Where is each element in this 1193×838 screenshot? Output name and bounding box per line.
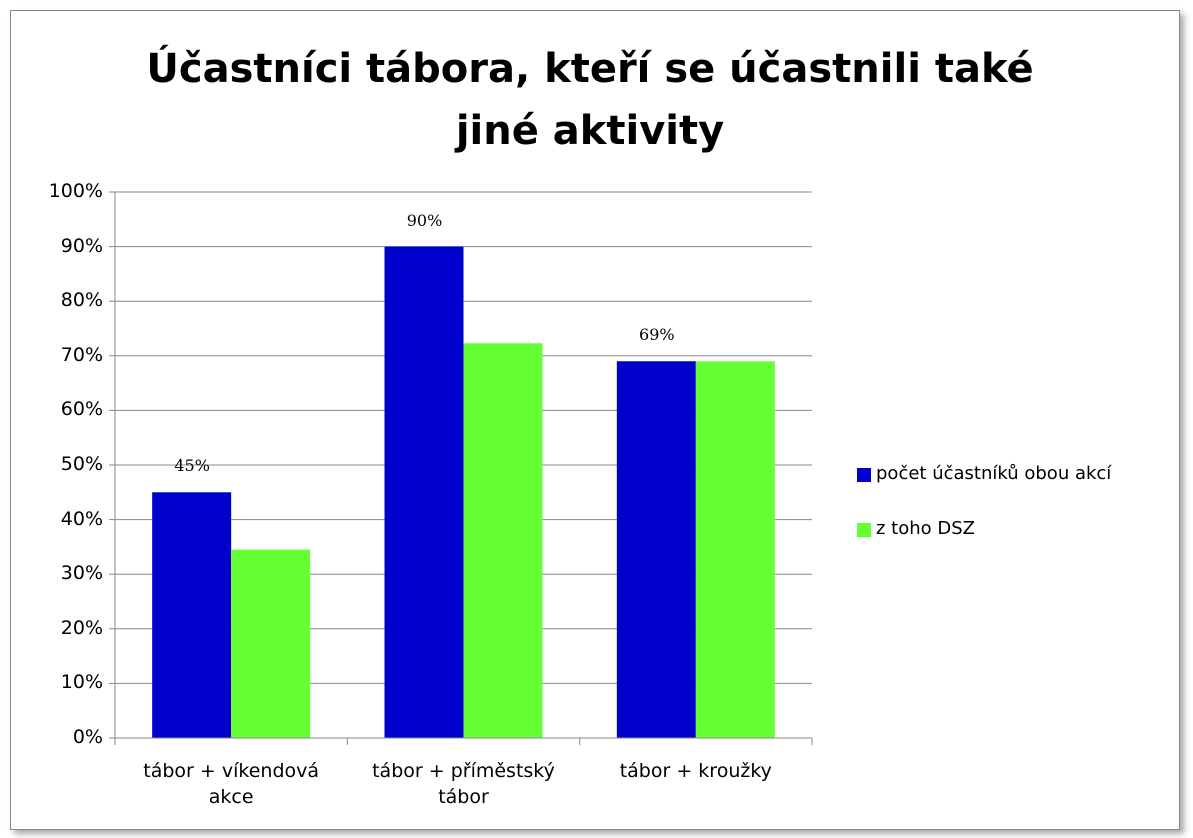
y-tick-label: 90%	[60, 234, 103, 257]
legend-swatch	[857, 468, 871, 482]
y-tick-label: 50%	[60, 453, 103, 475]
y-tick-label: 0%	[72, 726, 103, 748]
bar	[463, 343, 543, 738]
data-label: 90%	[406, 210, 443, 230]
y-tick-label: 70%	[60, 343, 103, 366]
bar	[152, 492, 232, 738]
legend-label: počet účastníků obou akcí	[876, 463, 1112, 484]
chart-title: Účastníci tábora, kteří se účastnili tak…	[146, 46, 1034, 154]
y-tick-label: 20%	[60, 616, 103, 639]
bar	[231, 549, 311, 738]
y-tick-label: 60%	[60, 398, 103, 421]
y-tick-label: 40%	[60, 507, 103, 530]
bar	[384, 246, 464, 738]
x-tick-label: tábor + kroužky	[619, 760, 772, 782]
data-label: 45%	[174, 456, 210, 476]
x-tick-label: tábor + víkendová akce	[143, 760, 320, 808]
y-tick-label: 30%	[60, 562, 103, 585]
y-tick-label: 100%	[48, 180, 103, 202]
y-tick-label: 80%	[60, 289, 103, 312]
bar	[616, 361, 696, 738]
bar	[695, 361, 775, 738]
legend-swatch	[857, 523, 871, 537]
data-label: 69%	[639, 325, 675, 345]
legend-label: z toho DSZ	[876, 518, 975, 539]
y-tick-label: 10%	[60, 671, 103, 694]
x-tick-label: tábor + příměstský tábor	[372, 760, 555, 808]
